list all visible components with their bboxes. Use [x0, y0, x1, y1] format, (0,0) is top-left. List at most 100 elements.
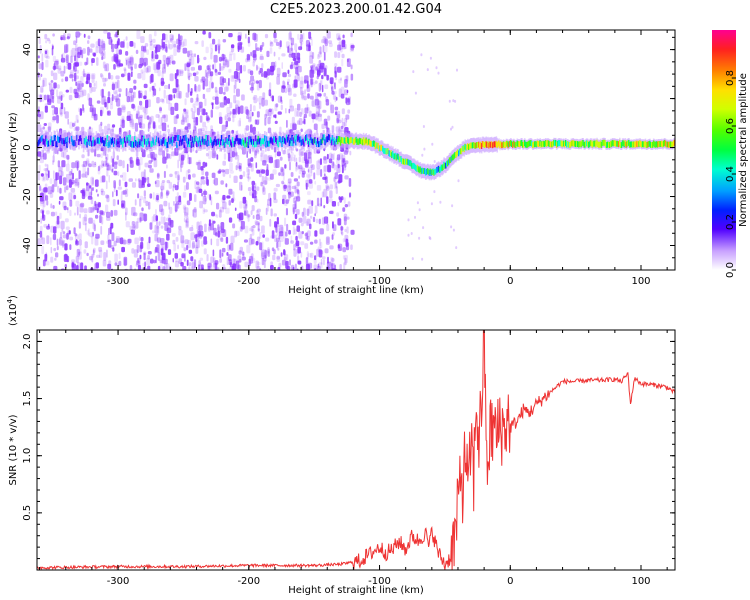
noise-speck — [182, 266, 187, 270]
noise-speck — [126, 42, 129, 49]
noise-speck — [323, 259, 325, 266]
ridge-core — [412, 163, 414, 169]
noise-speck — [311, 52, 315, 59]
noise-speck — [55, 220, 61, 229]
ridge-core — [196, 141, 198, 148]
noise-speck — [83, 208, 88, 214]
ridge-core — [395, 154, 398, 161]
noise-speck — [102, 163, 105, 167]
ridge-core — [47, 141, 49, 147]
noise-speck — [59, 187, 62, 194]
noise-speck — [66, 207, 69, 211]
noise-speck — [110, 155, 113, 163]
snr-plot-area — [37, 330, 675, 570]
noise-speck — [185, 219, 187, 223]
noise-speck — [272, 64, 276, 71]
noise-speck — [106, 211, 111, 218]
noise-speck — [437, 71, 440, 75]
ridge-core — [444, 162, 446, 169]
noise-speck — [65, 89, 69, 93]
noise-speck — [335, 186, 338, 194]
ridge-core — [488, 142, 490, 149]
noise-speck — [65, 185, 69, 191]
ridge-core — [51, 140, 54, 147]
noise-speck — [213, 54, 218, 63]
noise-speck — [108, 72, 111, 80]
noise-speck — [196, 71, 199, 75]
ridge-core — [155, 139, 157, 146]
noise-speck — [231, 151, 235, 158]
noise-speck — [278, 235, 281, 240]
noise-speck — [210, 125, 213, 131]
noise-speck — [235, 230, 240, 236]
noise-speck — [318, 82, 321, 92]
noise-speck — [117, 107, 122, 116]
ridge-core — [508, 141, 510, 148]
noise-speck — [230, 75, 235, 82]
noise-speck — [347, 201, 351, 207]
noise-speck — [195, 116, 199, 126]
ridge-core — [245, 141, 248, 148]
noise-speck — [43, 94, 47, 101]
noise-speck — [121, 203, 124, 208]
noise-speck — [309, 223, 312, 230]
noise-speck — [323, 173, 326, 177]
noise-speck — [94, 148, 97, 157]
noise-speck — [319, 46, 322, 55]
ridge-core — [64, 138, 67, 145]
noise-speck — [184, 98, 187, 106]
ridge-core — [159, 135, 162, 142]
noise-speck — [146, 257, 151, 266]
ridge-core — [243, 141, 246, 148]
noise-speck — [219, 232, 223, 241]
colorbar-label: Normalized spectral amplitude — [738, 73, 749, 227]
noise-speck — [232, 108, 236, 115]
ridge-core — [380, 144, 382, 151]
noise-speck — [76, 161, 79, 171]
noise-speck — [69, 86, 73, 94]
noise-speck — [336, 117, 339, 124]
noise-speck — [103, 83, 106, 87]
ridge-core — [522, 141, 524, 148]
ridge-core — [479, 143, 481, 149]
noise-speck — [146, 99, 151, 108]
ridge-core — [451, 154, 454, 161]
ridge-core — [391, 152, 393, 159]
ridge-core — [251, 138, 253, 145]
spectrogram-frame — [36, 29, 676, 271]
ridge-core — [172, 136, 174, 143]
noise-speck — [71, 180, 76, 184]
noise-speck — [220, 222, 225, 230]
noise-speck — [317, 265, 321, 270]
noise-speck — [345, 114, 350, 120]
noise-speck — [256, 186, 260, 191]
ridge-core — [612, 140, 615, 147]
noise-speck — [98, 45, 103, 54]
noise-speck — [134, 63, 137, 69]
noise-speck — [283, 231, 287, 239]
noise-speck — [418, 208, 421, 212]
noise-speck — [181, 254, 186, 259]
ridge-core — [267, 140, 270, 147]
ridge-core — [363, 139, 366, 146]
noise-speck — [326, 261, 331, 267]
noise-speck — [136, 244, 140, 253]
noise-speck — [101, 39, 104, 46]
noise-speck — [288, 193, 290, 202]
ridge-core — [41, 134, 44, 141]
ridge-core — [410, 160, 412, 167]
noise-speck — [100, 225, 103, 235]
noise-speck — [309, 51, 313, 57]
ridge-core — [446, 160, 448, 167]
noise-speck — [113, 53, 116, 62]
ridge-core — [566, 141, 569, 147]
noise-speck — [56, 89, 59, 97]
noise-speck — [45, 59, 49, 68]
noise-speck — [129, 57, 134, 65]
noise-speck — [125, 57, 130, 62]
noise-speck — [206, 88, 211, 93]
noise-speck — [145, 200, 149, 207]
ridge-core — [116, 141, 119, 148]
ridge-core — [615, 140, 617, 147]
noise-speck — [258, 102, 261, 109]
